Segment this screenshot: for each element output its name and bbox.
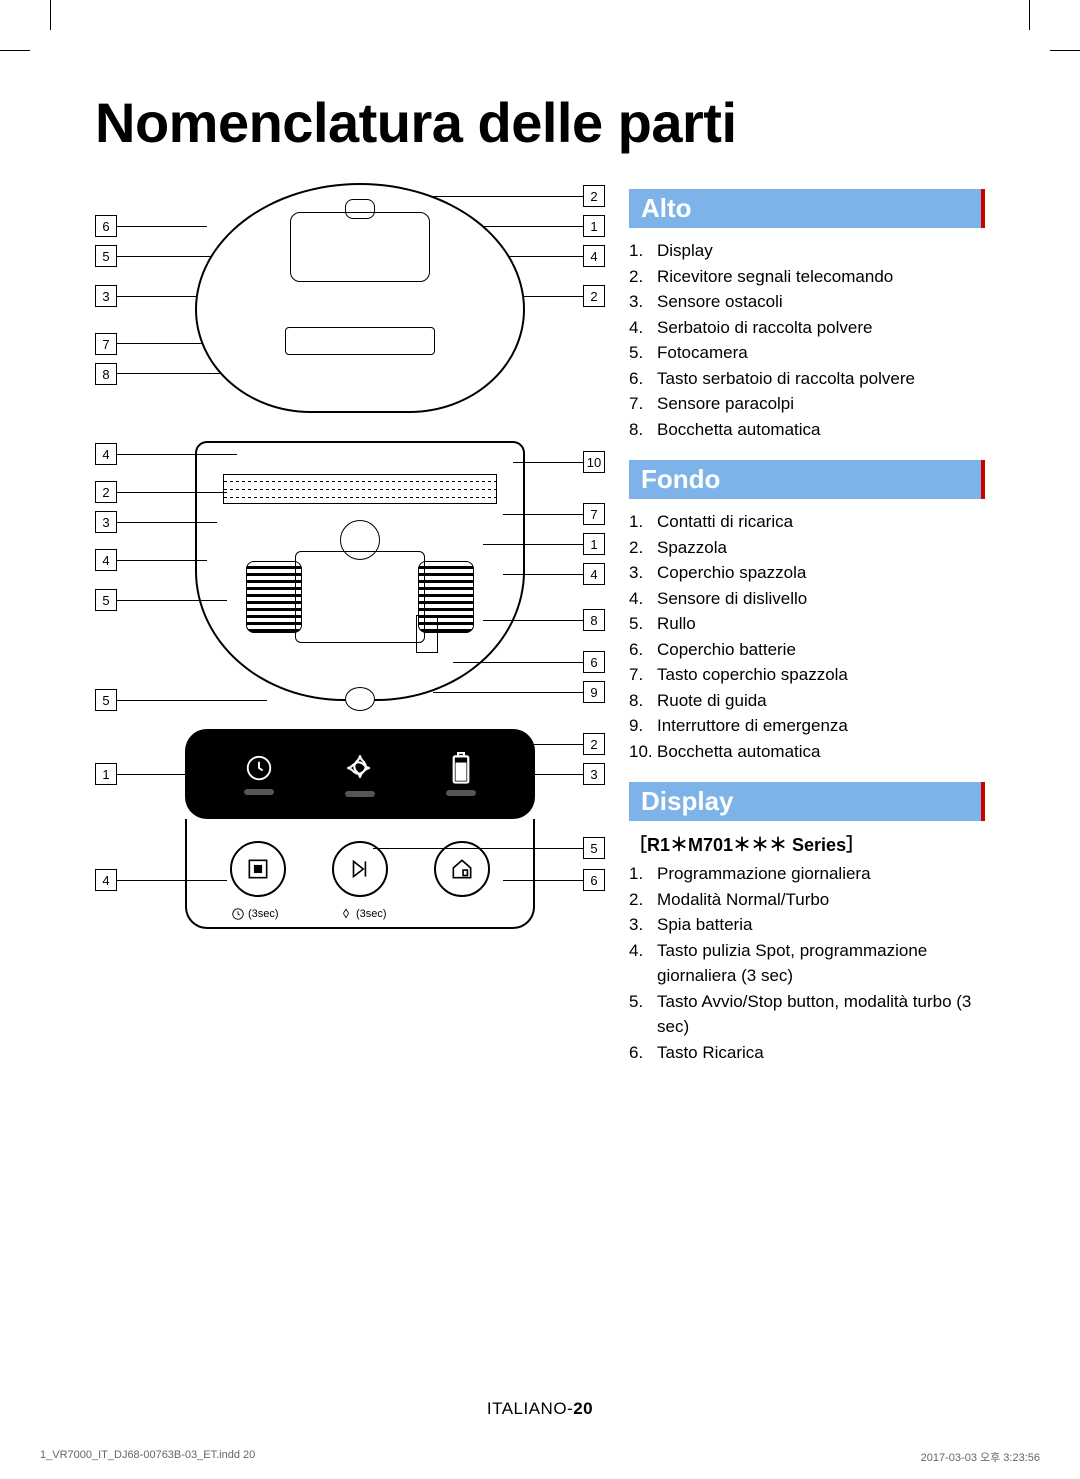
callout: 8 xyxy=(583,609,605,631)
parts-list-item: 2.Ricevitore segnali telecomando xyxy=(629,264,985,290)
clock-icon xyxy=(244,753,274,795)
battery-icon xyxy=(446,752,476,796)
section-heading-display: Display xyxy=(629,782,985,821)
callout: 6 xyxy=(95,215,117,237)
callout: 2 xyxy=(95,481,117,503)
figure-bottom-view: 4 2 3 4 5 5 10 7 1 4 8 6 9 xyxy=(95,441,605,701)
callout: 10 xyxy=(583,451,605,473)
turbo-icon xyxy=(343,751,377,797)
print-meta: 1_VR7000_IT_DJ68-00763B-03_ET.indd 20 20… xyxy=(0,1449,1080,1465)
parts-list-item: 9.Interruttore di emergenza xyxy=(629,713,985,739)
parts-list-item: 8.Ruote di guida xyxy=(629,688,985,714)
callout: 5 xyxy=(95,245,117,267)
display-subheading: ［R1＊M701＊＊＊ Series］ xyxy=(629,831,985,857)
parts-list-item: 4.Tasto pulizia Spot, programmazione gio… xyxy=(629,938,985,989)
parts-list-item: 3.Spia batteria xyxy=(629,912,985,938)
callout: 4 xyxy=(95,549,117,571)
sub-label: (3sec) xyxy=(248,908,279,920)
spot-button[interactable] xyxy=(230,841,286,897)
parts-list-item: 6.Tasto serbatoio di raccolta polvere xyxy=(629,366,985,392)
parts-list-item: 2.Spazzola xyxy=(629,535,985,561)
section-heading-alto: Alto xyxy=(629,189,985,228)
callout: 7 xyxy=(583,503,605,525)
callout: 3 xyxy=(95,511,117,533)
parts-list-item: 6.Tasto Ricarica xyxy=(629,1040,985,1066)
parts-list-item: 1.Display xyxy=(629,238,985,264)
callout: 1 xyxy=(583,215,605,237)
parts-list-item: 5.Tasto Avvio/Stop button, modalità turb… xyxy=(629,989,985,1040)
callout: 1 xyxy=(95,763,117,785)
section-heading-fondo: Fondo xyxy=(629,460,985,499)
callout: 4 xyxy=(95,869,117,891)
callout: 1 xyxy=(583,533,605,555)
callout: 3 xyxy=(583,763,605,785)
callout: 2 xyxy=(583,285,605,307)
page-footer: ITALIANO-20 xyxy=(0,1399,1080,1419)
parts-list-item: 5.Rullo xyxy=(629,611,985,637)
parts-list-display: 1.Programmazione giornaliera2.Modalità N… xyxy=(629,861,985,1065)
parts-list-item: 3.Coperchio spazzola xyxy=(629,560,985,586)
sub-label: (3sec) xyxy=(356,908,387,920)
parts-list-item: 3.Sensore ostacoli xyxy=(629,289,985,315)
callout: 6 xyxy=(583,651,605,673)
parts-list-fondo: 1.Contatti di ricarica2.Spazzola3.Coperc… xyxy=(629,509,985,764)
callout: 9 xyxy=(583,681,605,703)
figure-top-view: 6 5 3 7 8 2 1 4 2 xyxy=(95,183,605,413)
parts-list-item: 7.Tasto coperchio spazzola xyxy=(629,662,985,688)
parts-list-item: 8.Bocchetta automatica xyxy=(629,417,985,443)
callout: 4 xyxy=(583,563,605,585)
play-pause-button[interactable] xyxy=(332,841,388,897)
callout: 5 xyxy=(95,589,117,611)
parts-list-item: 7.Sensore paracolpi xyxy=(629,391,985,417)
callout: 7 xyxy=(95,333,117,355)
callout: 2 xyxy=(583,733,605,755)
callout: 3 xyxy=(95,285,117,307)
parts-list-item: 5.Fotocamera xyxy=(629,340,985,366)
callout: 5 xyxy=(583,837,605,859)
home-button[interactable] xyxy=(434,841,490,897)
parts-list-item: 6.Coperchio batterie xyxy=(629,637,985,663)
parts-list-item: 1.Contatti di ricarica xyxy=(629,509,985,535)
page-title: Nomenclatura delle parti xyxy=(95,90,985,155)
callout: 8 xyxy=(95,363,117,385)
parts-list-alto: 1.Display2.Ricevitore segnali telecomand… xyxy=(629,238,985,442)
callout: 4 xyxy=(583,245,605,267)
callout: 2 xyxy=(583,185,605,207)
callout: 5 xyxy=(95,689,117,711)
parts-list-item: 1.Programmazione giornaliera xyxy=(629,861,985,887)
parts-list-item: 10.Bocchetta automatica xyxy=(629,739,985,765)
callout: 4 xyxy=(95,443,117,465)
parts-list-item: 4.Serbatoio di raccolta polvere xyxy=(629,315,985,341)
parts-list-item: 4.Sensore di dislivello xyxy=(629,586,985,612)
figure-display-panel: 1 4 2 3 5 6 xyxy=(95,729,605,929)
callout: 6 xyxy=(583,869,605,891)
parts-list-item: 2.Modalità Normal/Turbo xyxy=(629,887,985,913)
